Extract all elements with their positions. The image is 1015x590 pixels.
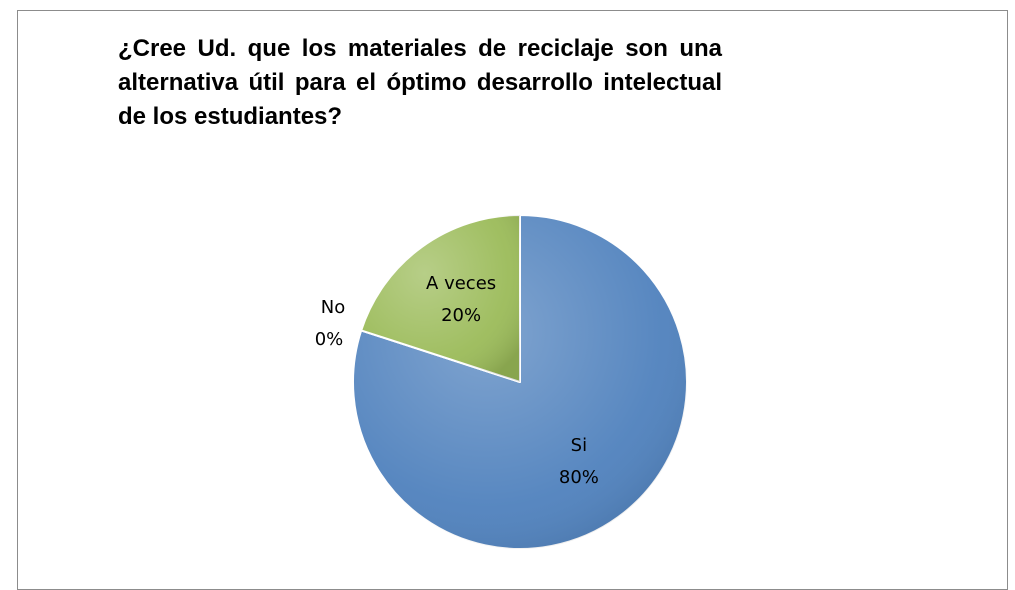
chart: Si 80% No 0% A veces 20%	[315, 214, 688, 550]
data-label: A veces 20%	[426, 273, 496, 326]
label-value: 0%	[315, 329, 344, 350]
label-category: A veces	[426, 273, 496, 294]
slice-shading	[361, 215, 520, 382]
label-value: 20%	[441, 305, 481, 326]
page: ¿Cree Ud. que los materiales de reciclaj…	[17, 10, 1008, 590]
data-label: Si 80%	[559, 435, 599, 488]
data-label: No 0%	[315, 297, 346, 350]
label-value: 80%	[559, 467, 599, 488]
chart-title: ¿Cree Ud. que los materiales de reciclaj…	[118, 35, 722, 130]
label-category: Si	[571, 435, 587, 456]
label-category: No	[321, 297, 345, 318]
